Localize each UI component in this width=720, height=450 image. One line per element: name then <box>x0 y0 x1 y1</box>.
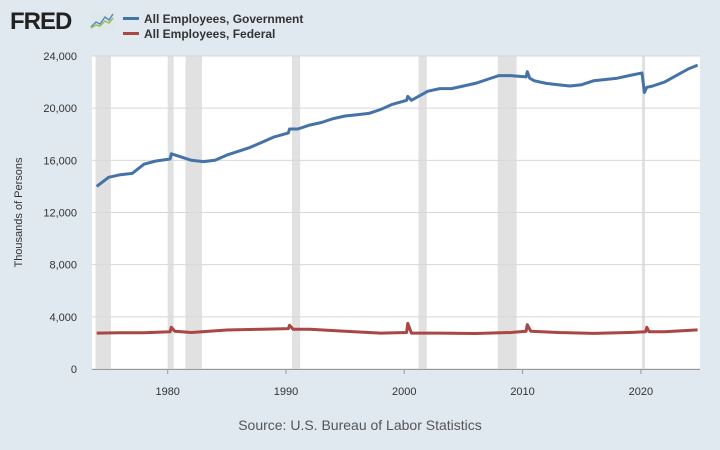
fred-logo: FRED <box>10 8 72 35</box>
legend-swatch <box>123 32 139 35</box>
y-tick-label: 20,000 <box>43 103 77 115</box>
x-tick-label: 1990 <box>274 386 298 398</box>
x-tick-label: 1980 <box>155 386 179 398</box>
x-tick-label: 2000 <box>392 386 416 398</box>
y-tick-label: 0 <box>71 364 77 376</box>
government-series-line <box>95 63 699 188</box>
source-note: Source: U.S. Bureau of Labor Statistics <box>238 417 482 433</box>
y-tick-label: 12,000 <box>43 208 77 220</box>
y-axis-label: Thousands of Persons <box>13 157 25 268</box>
federal-series-line <box>96 321 698 335</box>
plot: 0 4,000 8,000 12,000 16,000 20,000 24,000 1980 1… <box>13 51 700 398</box>
y-tick-label: 16,000 <box>43 155 77 167</box>
y-tick-label: 24,000 <box>43 51 77 63</box>
x-tick-label: 2020 <box>629 386 653 398</box>
legend-label: All Employees, Federal <box>144 26 276 41</box>
x-tick-label: 2010 <box>510 386 534 398</box>
legend-item-federal[interactable]: All Employees, Federal <box>123 26 303 41</box>
legend-label: All Employees, Government <box>144 11 304 26</box>
y-tick-label: 4,000 <box>49 312 77 324</box>
fred-chart-icon <box>90 12 114 30</box>
y-tick-label: 8,000 <box>49 260 77 272</box>
legend-item-government[interactable]: All Employees, Government <box>123 11 303 26</box>
legend-swatch <box>123 17 139 20</box>
legend: All Employees, Government All Employees,… <box>123 11 303 41</box>
